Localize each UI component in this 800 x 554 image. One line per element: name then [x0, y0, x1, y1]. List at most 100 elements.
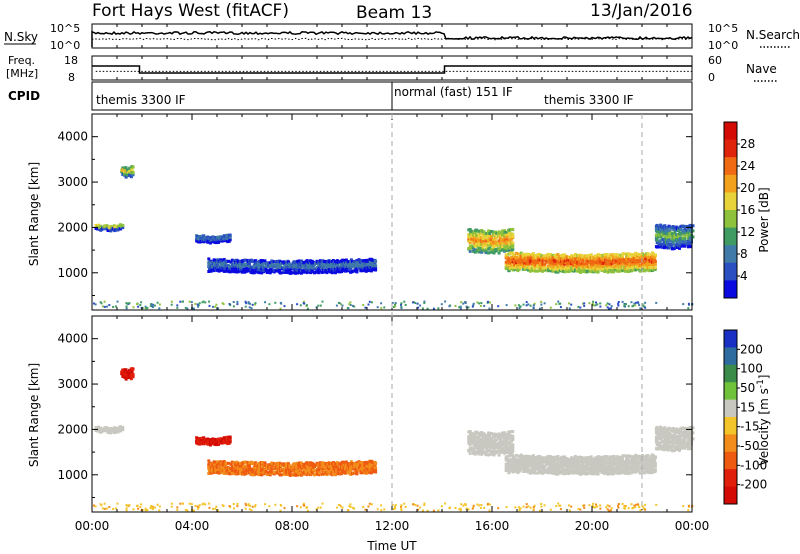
- echo-cell: [610, 257, 614, 261]
- echo-cell: [490, 439, 494, 443]
- echo-cell: [655, 447, 659, 451]
- echo-cell: [355, 462, 359, 466]
- echo-cell: [225, 233, 229, 237]
- near-range-cell: [582, 504, 584, 507]
- echo-cell: [661, 230, 665, 234]
- echo-cell: [318, 261, 322, 265]
- echo-cell: [605, 455, 609, 459]
- echo-cell: [683, 229, 687, 233]
- near-range-cell: [99, 301, 102, 304]
- echo-cell: [669, 239, 673, 243]
- echo-cell: [573, 462, 577, 466]
- near-range-cell: [244, 305, 247, 308]
- echo-cell: [298, 461, 302, 465]
- echo-cell: [636, 265, 640, 269]
- near-range-cell: [596, 303, 599, 306]
- echo-cell: [261, 259, 264, 263]
- echo-cell: [278, 263, 282, 267]
- echo-cell: [621, 262, 625, 266]
- echo-cell: [128, 368, 132, 372]
- echo-cell: [636, 252, 640, 256]
- echo-cell: [212, 462, 216, 466]
- echo-cell: [344, 460, 348, 464]
- echo-cell: [366, 266, 370, 270]
- echo-cell: [503, 432, 507, 436]
- near-range-cell: [283, 305, 286, 308]
- near-range-cell: [437, 509, 440, 512]
- echo-cell: [131, 375, 135, 379]
- echo-cell: [511, 449, 515, 453]
- echo-cell: [627, 263, 631, 267]
- near-range-cell: [568, 504, 570, 507]
- echo-cell: [517, 462, 520, 466]
- near-range-cell: [140, 301, 143, 304]
- echo-cell: [355, 470, 359, 474]
- echo-cell: [287, 260, 291, 264]
- echo-cell: [677, 446, 680, 450]
- echo-cell: [531, 454, 535, 458]
- echo-cell: [531, 458, 535, 462]
- near-range-cell: [145, 307, 148, 310]
- echo-cell: [310, 269, 314, 273]
- echo-cell: [475, 444, 479, 448]
- echo-cell: [606, 469, 610, 473]
- echo-cell: [675, 442, 679, 445]
- near-range-cell: [682, 303, 685, 306]
- noise-right-tick-top: 10^5: [708, 22, 738, 35]
- near-range-cell: [268, 303, 271, 306]
- echo-cell: [511, 458, 515, 461]
- echo-cell: [282, 265, 286, 269]
- echo-cell: [634, 251, 638, 255]
- near-range-cell: [264, 301, 267, 304]
- near-range-cell: [644, 301, 647, 304]
- echo-cell: [284, 271, 288, 274]
- echo-cell: [672, 449, 676, 453]
- echo-cell: [218, 239, 221, 243]
- echo-cell: [318, 467, 322, 471]
- echo-cell: [621, 470, 625, 474]
- echo-cell: [208, 266, 212, 270]
- echo-cell: [668, 436, 672, 440]
- echo-cell: [679, 241, 683, 245]
- echo-cell: [371, 466, 375, 470]
- echo-cell: [222, 237, 226, 241]
- near-range-cell: [348, 505, 351, 508]
- echo-cell: [124, 373, 128, 377]
- echo-cell: [231, 464, 235, 468]
- echo-cell: [589, 253, 593, 257]
- echo-cell: [668, 238, 672, 242]
- near-range-cell: [348, 303, 351, 306]
- echo-cell: [601, 267, 605, 271]
- echo-cell: [655, 230, 659, 234]
- echo-cell: [222, 462, 226, 466]
- echo-cell: [573, 257, 577, 261]
- echo-cell: [225, 439, 229, 443]
- echo-cell: [519, 265, 523, 269]
- near-range-cell: [236, 300, 239, 303]
- echo-cell: [668, 225, 672, 229]
- echo-cell: [650, 253, 653, 257]
- near-range-cell: [472, 302, 475, 305]
- echo-cell: [327, 266, 331, 270]
- echo-cell: [587, 456, 591, 460]
- echo-cell: [620, 256, 624, 260]
- echo-cell: [206, 441, 210, 445]
- echo-cell: [673, 228, 677, 232]
- echo-cell: [610, 459, 614, 463]
- near-range-cell: [606, 306, 609, 309]
- echo-cell: [606, 467, 610, 471]
- near-range-cell: [459, 507, 462, 510]
- echo-cell: [623, 269, 627, 273]
- echo-cell: [228, 266, 232, 270]
- near-range-cell: [158, 303, 161, 306]
- echo-cell: [594, 459, 598, 463]
- echo-cell: [533, 259, 537, 263]
- near-range-cell: [437, 307, 440, 310]
- near-range-cell: [144, 305, 147, 308]
- echo-cell: [673, 441, 677, 445]
- echo-cell: [206, 239, 210, 243]
- echo-cell: [485, 447, 489, 451]
- near-range-cell: [383, 508, 386, 511]
- near-range-cell: [549, 306, 552, 309]
- echo-cell: [495, 248, 499, 252]
